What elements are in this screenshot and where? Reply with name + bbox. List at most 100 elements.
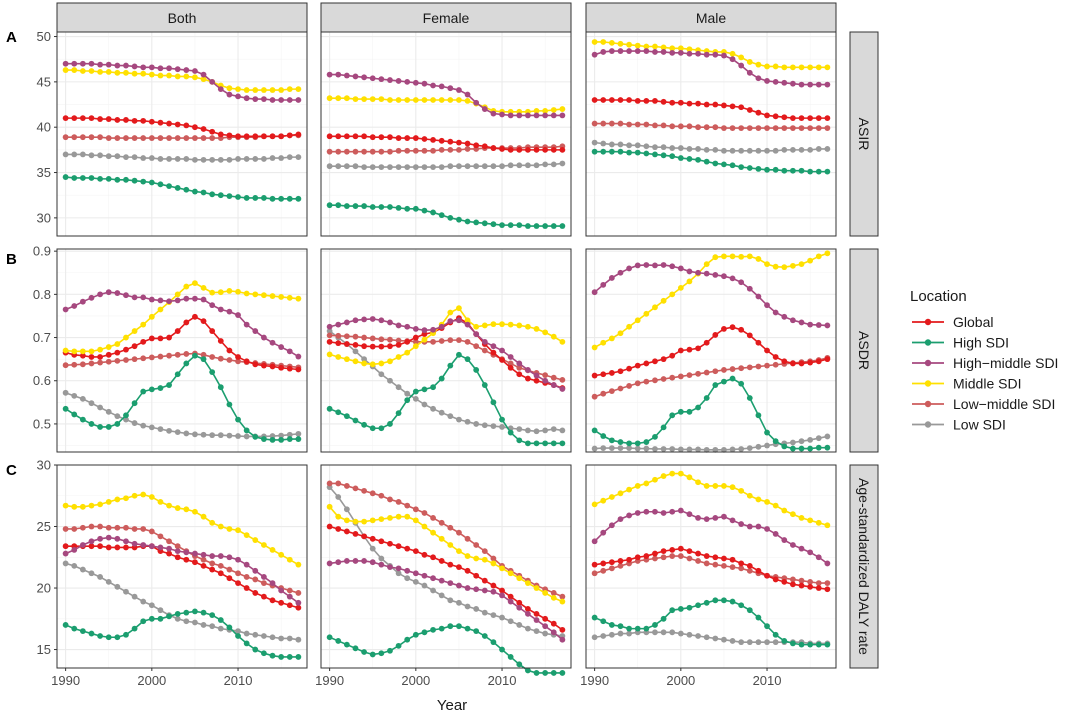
data-point	[278, 344, 285, 350]
data-point	[525, 223, 531, 229]
data-point	[559, 106, 566, 112]
data-point	[421, 582, 428, 589]
data-point	[62, 347, 69, 354]
data-point	[738, 521, 745, 527]
data-point	[261, 633, 267, 639]
data-point	[591, 97, 598, 103]
data-point	[343, 517, 350, 524]
data-point	[533, 628, 540, 634]
data-point	[712, 561, 719, 568]
data-point	[79, 566, 86, 573]
data-point	[542, 615, 549, 622]
data-point	[235, 93, 241, 100]
data-point	[790, 581, 796, 588]
data-point	[200, 135, 207, 141]
data-point	[183, 135, 190, 141]
data-point	[97, 633, 103, 639]
data-point	[686, 100, 693, 107]
data-point	[62, 362, 69, 369]
data-point	[755, 567, 762, 574]
data-point	[166, 334, 172, 341]
data-point	[343, 413, 350, 420]
data-point	[721, 597, 727, 604]
data-point	[235, 194, 241, 200]
data-point	[652, 555, 658, 562]
data-point	[686, 278, 693, 285]
data-point	[550, 146, 557, 153]
data-point	[217, 306, 224, 313]
data-point	[634, 142, 641, 149]
data-point	[326, 95, 333, 102]
data-point	[361, 649, 367, 655]
series-middle-sdi	[326, 503, 566, 605]
series-line	[594, 141, 828, 152]
data-point	[516, 360, 523, 367]
data-point	[626, 97, 632, 103]
data-point	[88, 294, 95, 301]
data-point	[525, 440, 531, 447]
data-point	[123, 412, 129, 419]
data-point	[235, 288, 241, 295]
data-point	[764, 429, 770, 436]
data-point	[738, 560, 745, 567]
data-point	[473, 331, 480, 337]
data-point	[729, 556, 736, 563]
data-point	[499, 646, 505, 653]
data-point	[490, 349, 497, 356]
data-point	[140, 598, 147, 605]
data-point	[114, 634, 121, 641]
data-point	[677, 606, 684, 612]
data-point	[200, 76, 207, 83]
data-point	[430, 575, 436, 582]
row-strip-label: Age-standardized DALY rate	[856, 478, 872, 655]
data-point	[677, 49, 684, 56]
data-point	[131, 328, 138, 334]
series-high-sdi	[591, 375, 831, 452]
data-point	[269, 293, 276, 299]
y-tick-label: 45	[37, 74, 51, 89]
data-point	[608, 622, 615, 628]
data-point	[456, 97, 462, 103]
data-point	[88, 538, 95, 545]
data-point	[764, 63, 770, 70]
data-point	[192, 188, 198, 195]
data-point	[634, 42, 641, 49]
data-point	[695, 602, 701, 609]
data-point	[243, 640, 250, 647]
data-point	[261, 133, 267, 140]
data-point	[703, 124, 710, 131]
legend-item-high-sdi: High SDI	[912, 335, 1009, 351]
data-point	[542, 440, 549, 447]
data-point	[525, 112, 531, 119]
data-point	[464, 317, 471, 324]
data-point	[88, 348, 95, 355]
data-point	[634, 440, 641, 447]
data-point	[235, 556, 241, 563]
data-point	[97, 404, 103, 411]
data-point	[721, 636, 727, 643]
data-point	[447, 309, 454, 316]
data-point	[755, 147, 762, 154]
data-point	[430, 326, 436, 333]
data-point	[387, 515, 393, 521]
data-point	[533, 377, 540, 384]
data-point	[295, 430, 302, 437]
data-point	[772, 502, 779, 509]
data-point	[772, 113, 779, 120]
data-point	[174, 505, 181, 511]
data-point	[746, 445, 753, 452]
data-point	[174, 291, 181, 298]
data-point	[326, 323, 333, 330]
data-point	[456, 548, 462, 555]
data-point	[703, 339, 710, 346]
y-tick-label: 15	[37, 642, 51, 657]
data-point	[79, 352, 86, 359]
data-point	[721, 273, 727, 280]
data-point	[62, 622, 69, 628]
data-point	[395, 513, 402, 520]
data-point	[695, 100, 701, 107]
data-point	[712, 597, 719, 604]
data-point	[369, 134, 376, 141]
data-point	[643, 625, 650, 632]
data-point	[542, 670, 549, 676]
